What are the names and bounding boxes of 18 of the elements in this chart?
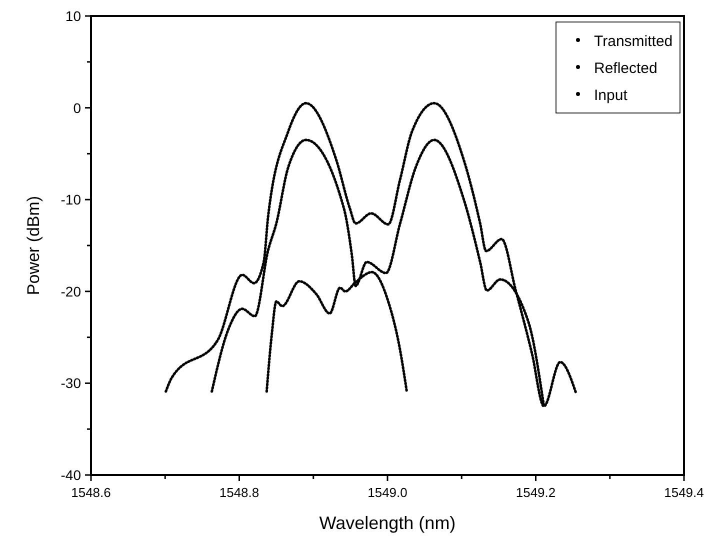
y-tick-label: 10 — [65, 8, 82, 24]
x-tick-label: 1549.2 — [516, 485, 556, 500]
line-series — [164, 102, 578, 408]
y-tick-label: -40 — [60, 467, 82, 483]
x-tick-label: 1548.6 — [71, 485, 111, 500]
x-tick-label: 1548.8 — [219, 485, 260, 500]
y-tick-label: 0 — [73, 100, 82, 116]
x-tick-label: 1549.0 — [368, 485, 408, 500]
legend-label: Input — [594, 87, 628, 104]
y-axis-title: Power (dBm) — [24, 196, 43, 296]
x-tick-label: 1549.4 — [664, 485, 704, 500]
y-tick-label: -10 — [60, 192, 82, 208]
legend-label: Reflected — [594, 60, 658, 77]
legend-label: Transmitted — [594, 33, 673, 50]
y-tick-label: -30 — [60, 375, 82, 392]
line-series — [265, 270, 408, 393]
x-axis-title: Wavelength (nm) — [319, 513, 456, 533]
y-tick-label: -20 — [60, 283, 82, 300]
